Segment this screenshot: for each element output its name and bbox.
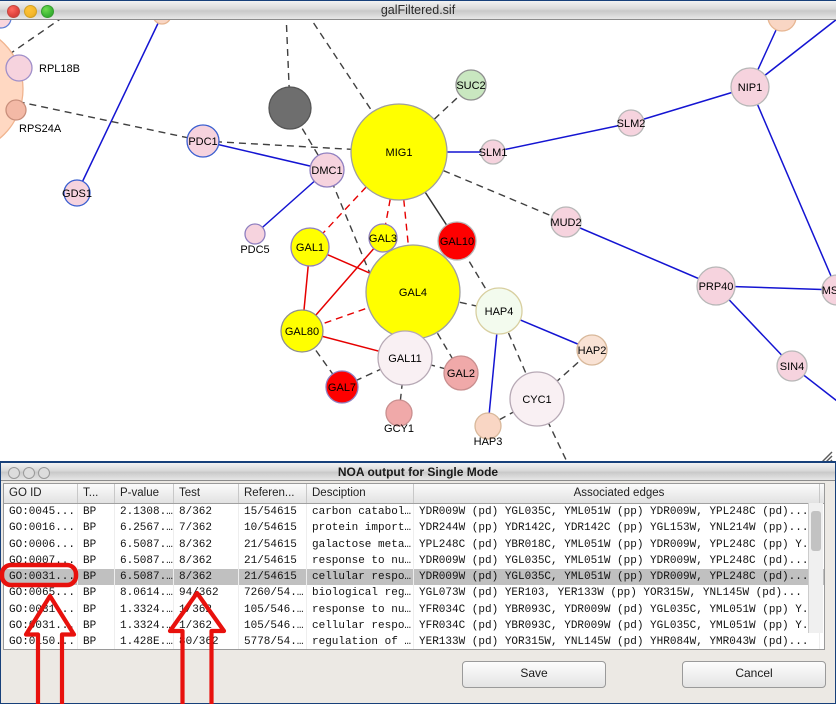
svg-text:GAL1: GAL1 xyxy=(296,242,324,254)
svg-text:HAP2: HAP2 xyxy=(578,345,607,357)
svg-text:GAL11: GAL11 xyxy=(388,353,421,365)
svg-text:PDC1: PDC1 xyxy=(188,136,217,148)
svg-text:GCY1: GCY1 xyxy=(384,423,414,435)
svg-text:GAL7: GAL7 xyxy=(328,382,356,394)
svg-text:MUD2: MUD2 xyxy=(550,217,581,229)
svg-text:PDC5: PDC5 xyxy=(240,244,269,256)
svg-text:HAP4: HAP4 xyxy=(485,306,514,318)
svg-text:SIN4: SIN4 xyxy=(780,361,804,373)
svg-text:HAP3: HAP3 xyxy=(474,436,503,448)
svg-text:RPL18B: RPL18B xyxy=(39,63,80,75)
svg-text:DMC1: DMC1 xyxy=(311,165,342,177)
svg-text:MIG1: MIG1 xyxy=(386,147,413,159)
svg-text:RPS24A: RPS24A xyxy=(19,123,62,135)
svg-text:PRP40: PRP40 xyxy=(699,281,734,293)
svg-text:GAL10: GAL10 xyxy=(440,236,474,248)
svg-text:MSN5: MSN5 xyxy=(822,285,836,297)
svg-text:CYC1: CYC1 xyxy=(522,394,551,406)
svg-text:GAL80: GAL80 xyxy=(285,326,319,338)
svg-text:GDS1: GDS1 xyxy=(62,188,92,200)
svg-text:SLM1: SLM1 xyxy=(479,147,508,159)
svg-text:SUC2: SUC2 xyxy=(456,80,485,92)
svg-text:SLM2: SLM2 xyxy=(617,118,646,130)
svg-text:GAL3: GAL3 xyxy=(369,233,397,245)
svg-text:NIP1: NIP1 xyxy=(738,82,762,94)
svg-text:GAL4: GAL4 xyxy=(399,287,427,299)
svg-text:GAL2: GAL2 xyxy=(447,368,475,380)
